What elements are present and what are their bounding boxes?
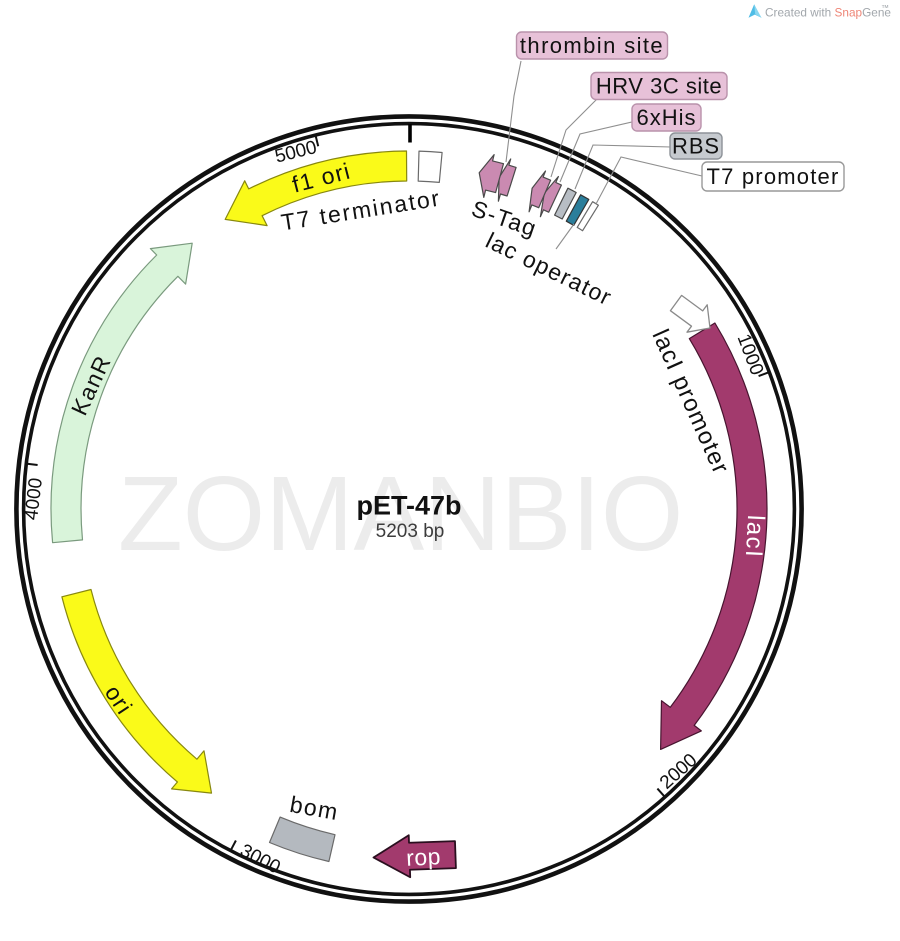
svg-text:T7 promoter: T7 promoter xyxy=(706,164,839,189)
svg-text:RBS: RBS xyxy=(672,134,720,159)
svg-text:lacI: lacI xyxy=(740,514,769,559)
svg-text:HRV 3C site: HRV 3C site xyxy=(596,74,722,99)
svg-text:™: ™ xyxy=(881,4,889,13)
svg-text:ZOMANBIO: ZOMANBIO xyxy=(118,455,683,573)
svg-text:Created with SnapGene: Created with SnapGene xyxy=(765,6,891,20)
svg-text:thrombin site: thrombin site xyxy=(520,33,664,58)
svg-text:rop: rop xyxy=(405,843,441,871)
svg-text:4000: 4000 xyxy=(21,477,47,521)
svg-text:pET-47b: pET-47b xyxy=(356,491,461,521)
svg-text:6xHis: 6xHis xyxy=(636,105,696,130)
svg-text:5203 bp: 5203 bp xyxy=(376,521,445,542)
